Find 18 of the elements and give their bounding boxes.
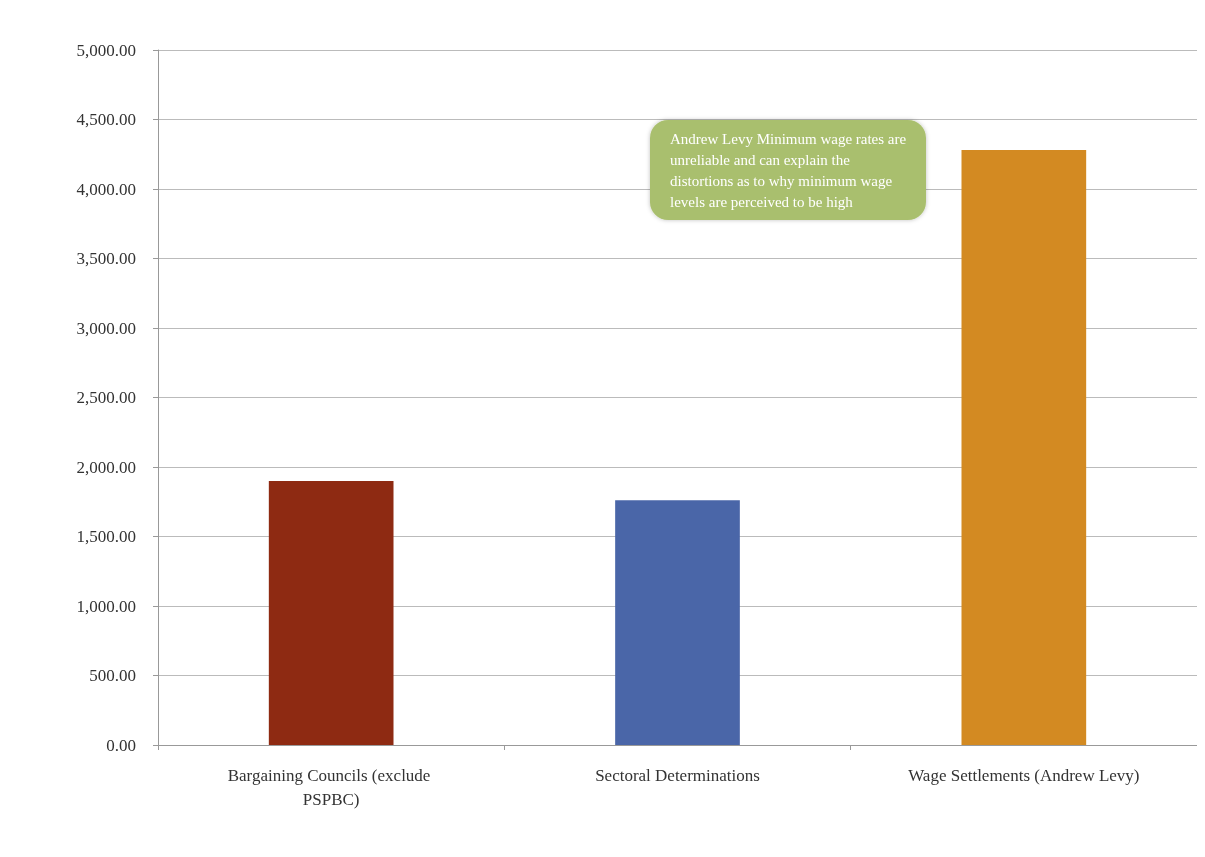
y-tick-label: 0.00 (106, 735, 136, 755)
x-tick-label: Wage Settlements (Andrew Levy) (908, 765, 1140, 785)
y-tick-label: 2,000.00 (76, 457, 136, 477)
bar (268, 480, 394, 745)
y-tick-label: 3,500.00 (76, 249, 136, 268)
y-tick-label: 1,000.00 (76, 596, 136, 616)
y-tick-label: 3,000.00 (76, 318, 136, 338)
y-tick-label: 500.00 (89, 666, 136, 685)
y-tick-label: 1,500.00 (76, 527, 136, 546)
y-tick-label: 4,000.00 (76, 179, 136, 199)
annotation: Andrew Levy Minimum wage rates are unreliable and can explain the distortions as to why minimum wage levels are perceived to be high (670, 130, 910, 210)
x-tick-label: Sectoral Determinations (595, 765, 760, 785)
bar (961, 150, 1087, 745)
y-tick-label: 4,500.00 (76, 110, 136, 129)
x-tick-label: Bargaining Councils (exclude PSPBC) (227, 765, 435, 809)
bar (615, 500, 740, 745)
y-tick-label: 5,000.00 (76, 40, 136, 60)
y-tick-label: 2,500.00 (76, 388, 136, 407)
